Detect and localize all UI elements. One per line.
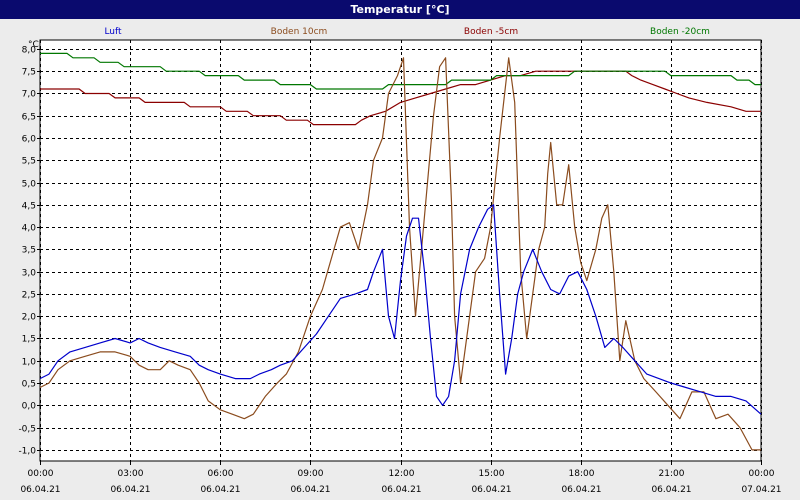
series-line-boden-20cm [40,52,761,90]
chart-title: Temperatur [°C] [350,3,450,16]
plot-area [39,39,762,462]
x-axis: 00:00 06.04.21 03:00 06.04.21 06:00 06.04.21 0… [20,461,782,495]
legend: Luft Boden 10cm Boden -5cm Boden -20cm [104,27,710,37]
series-line-boden-5cm [40,70,761,126]
y-tick-label: -1,0 [18,447,36,457]
y-tick-label: 8,0 [22,46,37,56]
y-tick-label: 2,5 [22,291,36,301]
x-tick-date: 06.04.21 [20,485,60,495]
x-tick-date: 06.04.21 [290,485,330,495]
x-tick-time: 00:00 [28,469,54,479]
series-line-boden-10cm [39,57,761,451]
x-tick-time: 00:00 [749,469,775,479]
title-bar [0,0,800,19]
legend-label: Boden 10cm [271,27,328,37]
y-tick-label: 7,5 [22,68,36,78]
x-tick-time: 21:00 [659,469,685,479]
y-tick-label: 1,0 [22,358,37,368]
y-tick-label: 6,0 [22,135,37,145]
y-tick-label: -0,5 [18,425,36,435]
x-tick-time: 06:00 [208,469,234,479]
y-tick-label: 3,0 [22,269,37,279]
y-tick-label: 5,0 [22,180,37,190]
y-axis: -1,0 -0,5 0,0 0,5 1,0 1,5 2,0 2,5 3,0 3,5 4,0 4,5 5,… [18,46,40,457]
x-tick-date: 06.04.21 [110,485,150,495]
y-tick-label: 4,5 [22,202,36,212]
y-tick-label: 3,5 [22,246,36,256]
y-tick-label: 2,0 [22,313,37,323]
y-tick-label: 0,0 [22,402,37,412]
y-tick-label: 7,0 [22,90,37,100]
x-tick-time: 03:00 [118,469,144,479]
x-tick-date: 06.04.21 [200,485,240,495]
legend-label: Boden -5cm [464,27,518,37]
legend-label: Luft [104,27,122,37]
x-tick-time: 18:00 [569,469,595,479]
x-tick-date: 07.04.21 [741,485,781,495]
series-line-luft [39,204,762,415]
x-tick-date: 06.04.21 [381,485,421,495]
series-layer [39,52,762,451]
x-tick-date: 06.04.21 [561,485,601,495]
x-tick-date: 06.04.21 [651,485,691,495]
y-tick-label: 0,5 [22,380,36,390]
y-tick-label: 5,5 [22,157,36,167]
y-axis-unit: °C [28,40,39,50]
y-tick-label: 6,5 [22,113,36,123]
x-tick-time: 12:00 [389,469,415,479]
grid [40,40,762,461]
x-tick-time: 15:00 [479,469,505,479]
x-tick-date: 06.04.21 [471,485,511,495]
y-tick-label: 4,0 [22,224,37,234]
x-tick-time: 09:00 [298,469,324,479]
y-tick-label: 1,5 [22,335,36,345]
legend-label: Boden -20cm [650,27,710,37]
